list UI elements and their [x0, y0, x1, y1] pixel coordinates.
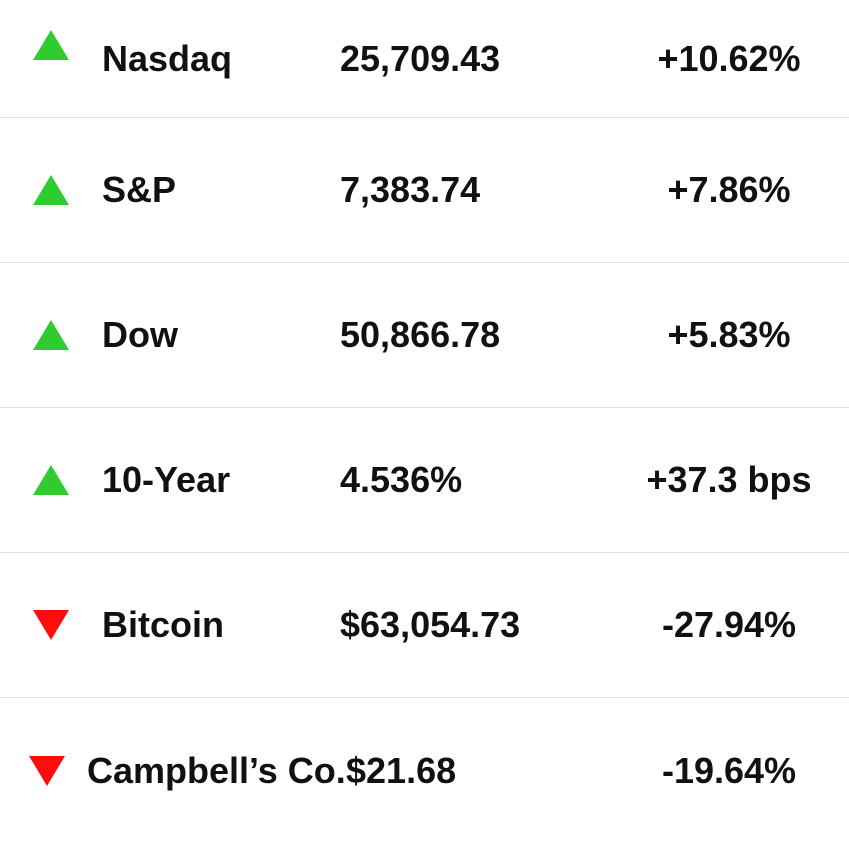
row-name: Campbell’s Co. — [87, 749, 346, 791]
row-name: Bitcoin — [102, 604, 224, 645]
row-value: $63,054.73 — [340, 604, 521, 645]
up-arrow — [33, 320, 69, 350]
arrow-shape — [29, 755, 65, 786]
row-value: 50,866.78 — [340, 314, 501, 355]
row-change: -27.94% — [661, 604, 797, 645]
row: Bitcoin $63,054.73 -27.94% — [0, 553, 849, 698]
row-change: +37.3 bps — [646, 459, 812, 500]
arrow-shape — [33, 320, 69, 350]
row: 10-Year 4.536% +37.3 bps — [0, 408, 849, 553]
up-arrow — [33, 465, 69, 495]
row-name: Dow — [102, 314, 178, 355]
row-name: Nasdaq — [102, 37, 233, 79]
row-value: $21.68 — [346, 749, 457, 791]
row-change: +5.83% — [667, 314, 791, 355]
arrow-shape — [33, 465, 69, 495]
row-value: 7,383.74 — [340, 169, 481, 210]
row: Campbell’s Co. $21.68 -19.64% — [0, 698, 849, 843]
up-arrow — [33, 30, 69, 60]
up-arrow — [33, 175, 69, 205]
arrow-shape — [33, 610, 69, 640]
row-change: +10.62% — [657, 37, 801, 79]
row-name: 10-Year — [102, 459, 231, 500]
arrow-shape — [33, 30, 69, 60]
row-value: 4.536% — [340, 459, 463, 500]
arrow-shape — [33, 175, 69, 205]
down-arrow — [33, 610, 69, 640]
row: S&P 7,383.74 +7.86% — [0, 118, 849, 263]
down-arrow — [29, 755, 65, 786]
body: Nasdaq 25,709.43 +10.62% S&P 7,383.74 +7.86% D… — [0, 30, 849, 791]
row: Dow 50,866.78 +5.83% — [0, 263, 849, 408]
row-change: -19.64% — [661, 749, 797, 791]
row-name: S&P — [102, 169, 177, 210]
row: Nasdaq 25,709.43 +10.62% — [0, 0, 849, 118]
row-value: 25,709.43 — [340, 37, 501, 79]
page: Market table {"rows": [ {"name": "Nasdaq… — [0, 30, 849, 791]
row-change: +7.86% — [667, 169, 791, 210]
